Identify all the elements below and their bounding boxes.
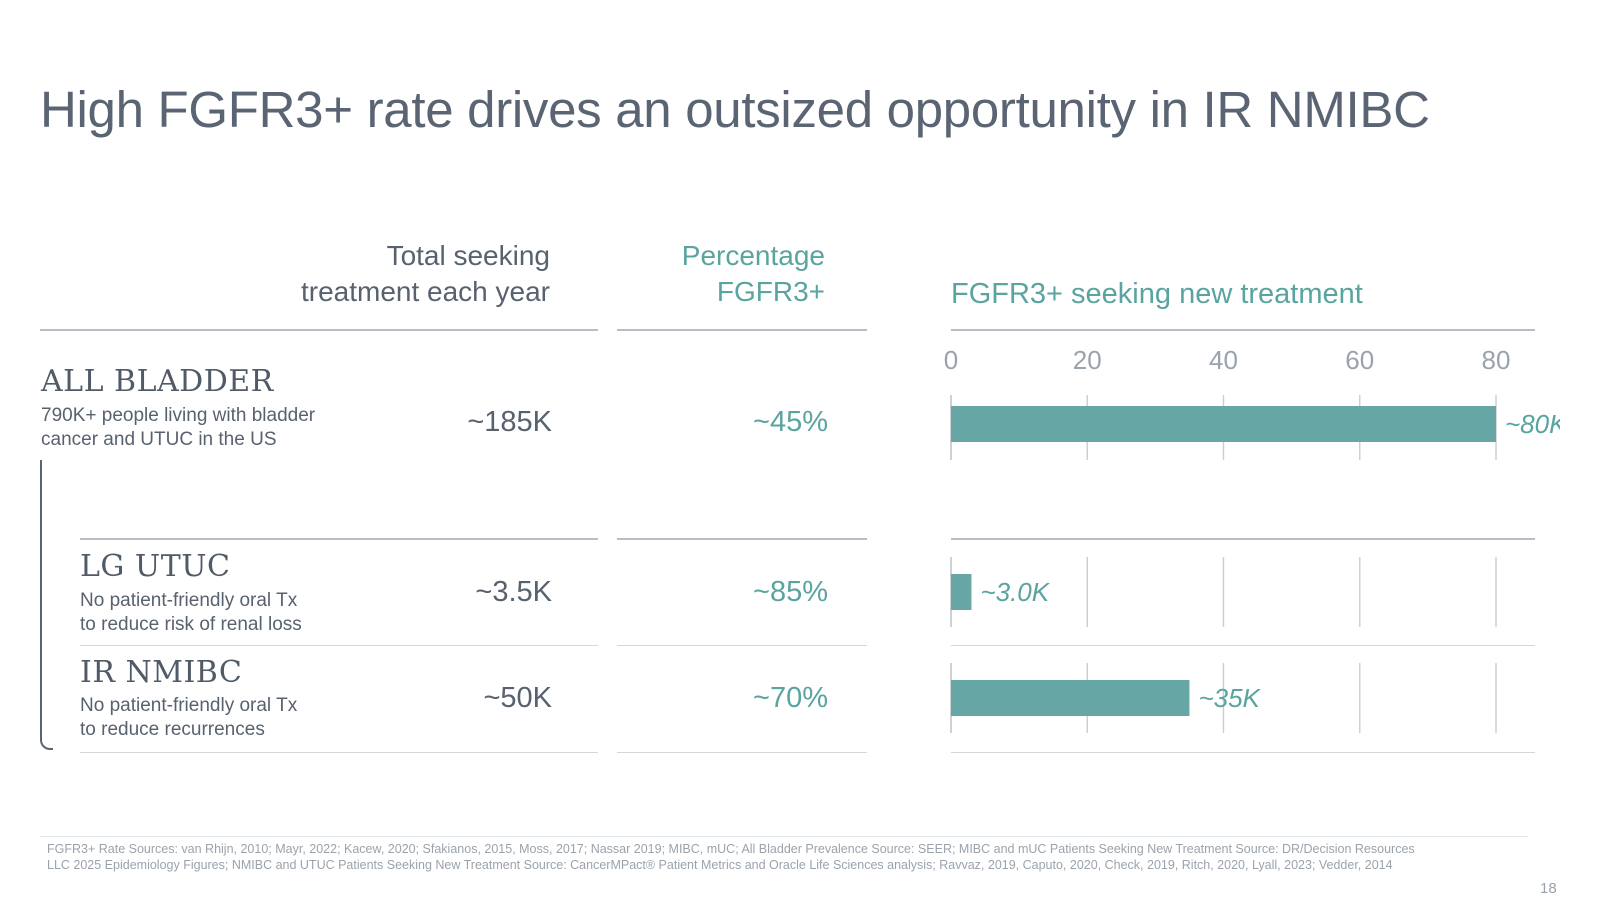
row-separator-left [80, 645, 598, 646]
bar-ir-nmibc [951, 680, 1190, 716]
bar-all-bladder [951, 406, 1496, 442]
bottom-rule-chart [951, 752, 1535, 753]
footer-rule [40, 836, 1528, 837]
row-title-all-bladder: ALL BLADDER [41, 364, 274, 399]
page-number: 18 [1540, 880, 1557, 897]
bottom-rule-left [80, 752, 598, 753]
x-tick-label: 60 [1345, 345, 1374, 375]
row-separator-chart [951, 645, 1535, 646]
footnote-line1: FGFR3+ Rate Sources: van Rhijn, 2010; Ma… [47, 842, 1415, 856]
row-desc-line2: cancer and UTUC in the US [41, 429, 277, 450]
bar-lg-utuc [951, 574, 972, 610]
bottom-rule-middle [617, 752, 867, 753]
row-desc-line1: 790K+ people living with bladder [41, 405, 316, 426]
total-header-line1: Total seeking [386, 240, 550, 271]
total-header-line2: treatment each year [300, 276, 550, 307]
x-tick-label: 80 [1482, 345, 1511, 375]
x-tick-label: 20 [1073, 345, 1102, 375]
row-desc-lg-utuc: No patient-friendly oral Tx to reduce ri… [80, 589, 302, 637]
header-rule-left [40, 329, 598, 331]
row-desc-ir-nmibc: No patient-friendly oral Tx to reduce re… [80, 694, 297, 742]
row-separator-middle [617, 645, 867, 646]
section-rule-left [80, 538, 598, 540]
footnote-line2: LLC 2025 Epidemiology Figures; NMIBC and… [47, 858, 1393, 872]
pct-lg-utuc: ~85% [753, 576, 828, 608]
footnote-sources: FGFR3+ Rate Sources: van Rhijn, 2010; Ma… [47, 841, 1547, 873]
total-column-header: Total seeking treatment each year [250, 238, 550, 310]
section-rule-chart [951, 538, 1535, 540]
pct-ir-nmibc: ~70% [753, 682, 828, 714]
row-desc-line1: No patient-friendly oral Tx [80, 590, 298, 611]
total-ir-nmibc: ~50K [483, 682, 552, 714]
pct-header-line1: Percentage [681, 240, 825, 271]
page-title: High FGFR3+ rate drives an outsized oppo… [40, 81, 1430, 138]
row-desc-line1: No patient-friendly oral Tx [80, 695, 298, 716]
total-lg-utuc: ~3.5K [475, 576, 552, 608]
row-title-ir-nmibc: IR NMIBC [80, 655, 243, 690]
header-rule-chart [951, 329, 1535, 331]
total-all-bladder: ~185K [467, 406, 552, 438]
row-desc-all-bladder: 790K+ people living with bladder cancer … [41, 404, 315, 452]
section-rule-middle [617, 538, 867, 540]
header-rule-middle [617, 329, 867, 331]
row-desc-line2: to reduce recurrences [80, 719, 265, 740]
x-tick-label: 0 [944, 345, 958, 375]
fgfr3-bar-chart: 0 20 40 60 80 ~80K ~3.0K ~35K [944, 345, 1560, 733]
pct-header-line2: FGFR3+ [716, 276, 825, 307]
row-title-lg-utuc: LG UTUC [80, 549, 231, 584]
percentage-column-header: Percentage FGFR3+ [620, 238, 825, 310]
bar-data-label: ~35K [1198, 683, 1261, 713]
bar-data-label: ~80K [1505, 409, 1560, 439]
row-desc-line2: to reduce risk of renal loss [80, 614, 302, 635]
pct-all-bladder: ~45% [753, 406, 828, 438]
grouping-bracket [40, 460, 53, 750]
chart-title: FGFR3+ seeking new treatment [951, 278, 1363, 310]
bar-data-label: ~3.0K [980, 577, 1050, 607]
x-tick-label: 40 [1209, 345, 1238, 375]
